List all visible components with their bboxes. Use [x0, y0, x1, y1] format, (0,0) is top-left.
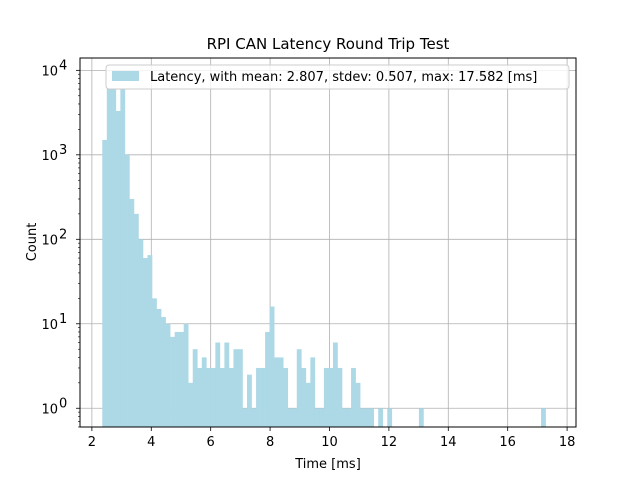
histogram-bar: [210, 367, 216, 427]
y-tick-exponent: 1: [59, 312, 67, 327]
histogram-bar: [115, 111, 121, 427]
histogram-bar: [342, 408, 347, 427]
y-tick-exponent: 0: [59, 396, 67, 411]
histogram-bar: [228, 367, 234, 427]
histogram-bar: [314, 408, 320, 427]
histogram-bar: [292, 408, 298, 427]
legend-label: Latency, with mean: 2.807, stdev: 0.507,…: [150, 70, 537, 85]
histogram-bars: [102, 89, 546, 428]
x-tick-label: 6: [207, 435, 215, 450]
histogram-bar: [337, 367, 343, 427]
histogram-bar: [265, 331, 270, 427]
y-tick-exponent: 2: [59, 227, 67, 242]
histogram-bar: [224, 342, 230, 427]
histogram-bar: [351, 367, 356, 427]
y-tick-exponent: 4: [59, 58, 67, 73]
legend: Latency, with mean: 2.807, stdev: 0.507,…: [105, 64, 570, 90]
histogram-bar: [369, 408, 374, 427]
y-tick-label: 10: [41, 318, 58, 333]
x-tick-label: 16: [499, 435, 516, 450]
x-axis-ticks: 2 4 6 8 10 12 14 16 18: [88, 427, 576, 450]
histogram-bar: [418, 408, 424, 427]
histogram-bar: [242, 408, 248, 427]
x-tick-label: 18: [559, 435, 576, 450]
histogram-bar: [328, 367, 334, 427]
histogram-bar: [287, 408, 293, 427]
histogram-bar: [129, 198, 135, 427]
x-tick-label: 14: [440, 435, 457, 450]
y-tick-label: 10: [41, 233, 58, 248]
histogram-bar: [247, 374, 252, 427]
histogram-bar: [201, 357, 207, 427]
histogram-bar: [188, 382, 194, 427]
histogram-bar: [332, 342, 338, 427]
y-tick-label: 10: [41, 64, 58, 79]
histogram-bar: [251, 408, 257, 427]
histogram-bar: [120, 89, 126, 427]
histogram-bar: [138, 239, 144, 427]
histogram-bar: [346, 408, 352, 427]
histogram-bar: [283, 367, 289, 427]
histogram-bar: [111, 89, 117, 427]
histogram-bar: [360, 408, 365, 427]
histogram-bar: [260, 367, 266, 427]
histogram-bar: [152, 298, 157, 427]
histogram-bar: [215, 342, 221, 427]
histogram-bar: [256, 367, 261, 427]
histogram-bar: [237, 349, 243, 427]
histogram-bar: [206, 367, 212, 427]
y-tick-exponent: 3: [59, 143, 67, 158]
histogram-bar: [142, 258, 148, 427]
histogram-bar: [174, 331, 180, 427]
x-tick-label: 2: [88, 435, 96, 450]
histogram-bar: [355, 382, 361, 427]
x-tick-label: 8: [266, 435, 274, 450]
histogram-bar: [323, 367, 329, 427]
histogram-bar: [192, 349, 198, 427]
histogram-bar: [165, 323, 171, 427]
histogram-bar: [156, 308, 162, 427]
histogram-bar: [147, 255, 153, 427]
histogram-bar: [310, 357, 316, 427]
histogram-bar: [387, 408, 393, 427]
x-tick-label: 12: [381, 435, 398, 450]
chart-title: RPI CAN Latency Round Trip Test: [207, 35, 450, 53]
histogram-bar: [233, 349, 239, 427]
legend-box: [105, 64, 570, 90]
histogram-bar: [378, 408, 384, 427]
y-tick-label: 10: [41, 149, 58, 164]
x-axis-label: Time [ms]: [294, 457, 361, 472]
histogram-bar: [301, 367, 307, 427]
histogram-bar: [541, 408, 546, 427]
legend-swatch: [112, 71, 139, 81]
histogram-bar: [106, 89, 112, 427]
y-axis-label: Count: [25, 223, 40, 262]
histogram-bar: [305, 382, 311, 427]
histogram-bar: [219, 367, 225, 427]
histogram-bar: [161, 317, 166, 427]
histogram-bar: [102, 139, 108, 428]
histogram-bar: [197, 367, 203, 427]
histogram-bar: [364, 408, 370, 427]
histogram-bar: [133, 213, 139, 427]
x-tick-label: 10: [321, 435, 338, 450]
histogram-bar: [319, 408, 325, 427]
histogram-bar: [179, 331, 184, 427]
histogram-bar: [183, 323, 189, 427]
histogram-bar: [269, 306, 275, 427]
histogram-bar: [124, 154, 130, 427]
histogram-bar: [296, 349, 302, 427]
plot-frame: [79, 57, 577, 428]
x-tick-label: 4: [147, 435, 155, 450]
y-tick-label: 10: [41, 402, 58, 417]
histogram-bar: [278, 357, 284, 427]
histogram-bar: [274, 357, 279, 427]
histogram-bar: [170, 336, 175, 427]
